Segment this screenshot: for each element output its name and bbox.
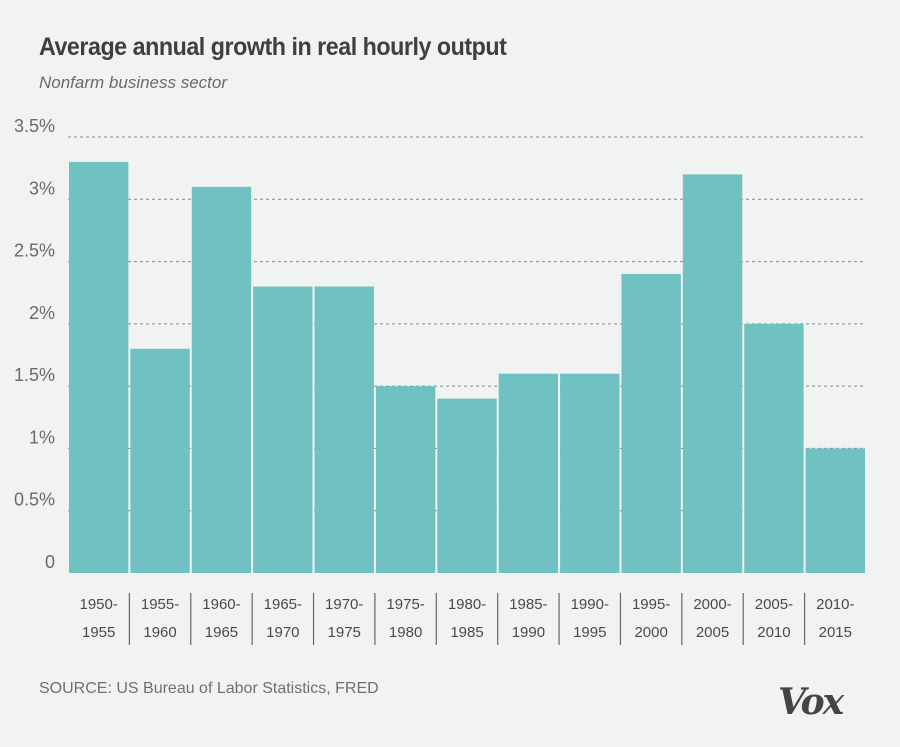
y-tick-label: 0.5%	[14, 490, 55, 510]
x-tick-label: 1970	[266, 624, 299, 641]
bar	[191, 186, 252, 574]
x-tick-label: 1965-	[264, 596, 302, 613]
x-tick-label: 1955-	[141, 596, 179, 613]
x-tick-label: 1990-	[571, 596, 609, 613]
bar	[744, 323, 804, 573]
chart-title: Average annual growth in real hourly out…	[39, 33, 507, 61]
x-tick-label: 1995	[573, 624, 606, 641]
x-axis: 1950- 1955 1955- 1960 1960- 1965 1965- 1970 1970…	[80, 593, 854, 645]
vox-logo: Vox	[778, 681, 844, 723]
bar	[682, 174, 743, 573]
bar	[437, 398, 497, 573]
source-note: SOURCE: US Bureau of Labor Statistics, F…	[39, 680, 379, 697]
bar	[314, 286, 374, 573]
y-axis: 0 0.5% 1% 1.5% 2% 2.5% 3% 3.5%	[14, 116, 55, 572]
bar	[560, 373, 620, 573]
x-tick-label: 2005	[696, 624, 729, 641]
x-tick-label: 1975-	[386, 596, 424, 613]
y-tick-label: 1%	[29, 427, 55, 447]
x-tick-label: 1985-	[509, 596, 547, 613]
chart-subtitle: Nonfarm business sector	[39, 73, 228, 92]
x-tick-label: 2010-	[816, 596, 854, 613]
x-tick-label: 1990	[512, 624, 545, 641]
y-tick-label: 2.5%	[14, 241, 55, 261]
x-tick-label: 2010	[757, 624, 790, 641]
y-tick-label: 0	[45, 552, 55, 572]
x-tick-label: 2000	[634, 624, 667, 641]
x-tick-label: 1985	[450, 624, 483, 641]
x-tick-label: 1980	[389, 624, 422, 641]
x-tick-label: 1970-	[325, 596, 363, 613]
y-tick-label: 1.5%	[14, 365, 55, 385]
bar	[253, 286, 313, 573]
bar	[805, 448, 865, 573]
bar	[621, 274, 681, 573]
x-tick-label: 2015	[819, 624, 852, 641]
bar-chart: 00.5%1%1.5%2%2.5%3%3.5% 1950-19551955-19…	[14, 116, 866, 645]
x-tick-label: 1995-	[632, 596, 670, 613]
x-tick-label: 2005-	[755, 596, 793, 613]
y-tick-label: 2%	[29, 303, 55, 323]
x-tick-label: 1960-	[202, 596, 240, 613]
x-tick-label: 1965	[205, 624, 238, 641]
x-tick-label: 2000-	[693, 596, 731, 613]
x-tick-label: 1955	[82, 624, 115, 641]
x-tick-label: 1980-	[448, 596, 486, 613]
x-tick-label: 1975	[328, 624, 361, 641]
y-tick-label: 3%	[29, 178, 55, 198]
y-tick-label: 3.5%	[14, 116, 55, 136]
x-tick-label: 1960	[143, 624, 176, 641]
bar	[130, 348, 190, 573]
x-tick-label: 1950-	[80, 596, 118, 613]
bar	[69, 161, 129, 573]
bar	[375, 386, 436, 573]
bar	[498, 373, 559, 573]
bars	[69, 161, 865, 574]
